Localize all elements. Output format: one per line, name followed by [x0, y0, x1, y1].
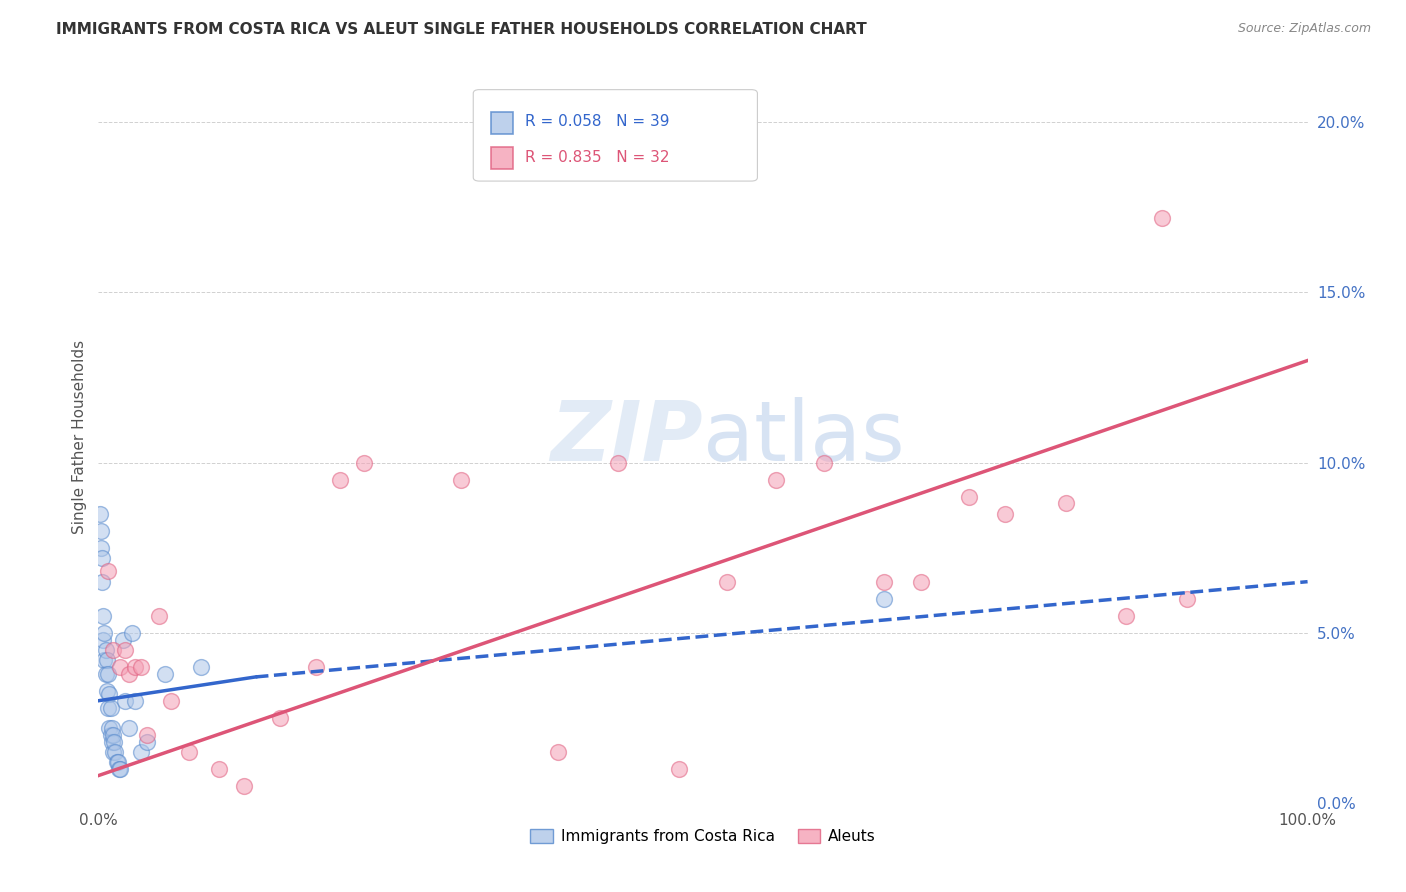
- Point: [668, 762, 690, 776]
- Point: [269, 711, 291, 725]
- Text: ZIP: ZIP: [550, 397, 703, 477]
- Point: [135, 728, 157, 742]
- Point: [179, 745, 201, 759]
- Point: [93, 625, 115, 640]
- Point: [100, 700, 122, 714]
- Point: [450, 473, 472, 487]
- Point: [89, 507, 111, 521]
- Text: R = 0.058   N = 39: R = 0.058 N = 39: [526, 113, 669, 128]
- Legend: Immigrants from Costa Rica, Aleuts: Immigrants from Costa Rica, Aleuts: [524, 822, 882, 850]
- Text: IMMIGRANTS FROM COSTA RICA VS ALEUT SINGLE FATHER HOUSEHOLDS CORRELATION CHART: IMMIGRANTS FROM COSTA RICA VS ALEUT SING…: [56, 22, 868, 37]
- FancyBboxPatch shape: [492, 146, 513, 169]
- Point: [98, 721, 121, 735]
- FancyBboxPatch shape: [492, 112, 513, 134]
- Point: [96, 683, 118, 698]
- Point: [153, 666, 176, 681]
- Point: [91, 608, 114, 623]
- Point: [1054, 496, 1077, 510]
- Point: [100, 721, 122, 735]
- Point: [118, 666, 141, 681]
- Point: [97, 666, 120, 681]
- Point: [97, 700, 120, 714]
- Point: [124, 659, 146, 673]
- Point: [547, 745, 569, 759]
- Point: [129, 745, 152, 759]
- Point: [90, 541, 112, 555]
- Point: [1115, 608, 1137, 623]
- Point: [1175, 591, 1198, 606]
- Point: [873, 591, 896, 606]
- Point: [105, 755, 128, 769]
- Text: R = 0.835   N = 32: R = 0.835 N = 32: [526, 150, 669, 165]
- Text: Source: ZipAtlas.com: Source: ZipAtlas.com: [1237, 22, 1371, 36]
- Point: [96, 653, 118, 667]
- Point: [305, 659, 328, 673]
- Point: [93, 653, 115, 667]
- Point: [607, 456, 630, 470]
- Text: atlas: atlas: [703, 397, 904, 477]
- Point: [101, 728, 124, 742]
- Point: [94, 642, 117, 657]
- Point: [716, 574, 738, 589]
- Point: [91, 574, 114, 589]
- Point: [94, 666, 117, 681]
- Point: [98, 687, 121, 701]
- Point: [104, 745, 127, 759]
- Point: [90, 524, 112, 538]
- Point: [108, 762, 131, 776]
- Point: [114, 642, 136, 657]
- Point: [765, 473, 787, 487]
- Point: [100, 734, 122, 748]
- Point: [353, 456, 375, 470]
- Point: [208, 762, 231, 776]
- Point: [873, 574, 896, 589]
- Y-axis label: Single Father Households: Single Father Households: [72, 340, 87, 534]
- Point: [232, 779, 254, 793]
- Point: [111, 632, 134, 647]
- Point: [190, 659, 212, 673]
- Point: [108, 762, 131, 776]
- Point: [121, 625, 143, 640]
- FancyBboxPatch shape: [474, 90, 758, 181]
- Point: [108, 659, 131, 673]
- Point: [994, 507, 1017, 521]
- Point: [114, 694, 136, 708]
- Point: [160, 694, 183, 708]
- Point: [1152, 211, 1174, 225]
- Point: [148, 608, 170, 623]
- Point: [101, 745, 124, 759]
- Point: [813, 456, 835, 470]
- Point: [97, 565, 120, 579]
- Point: [124, 694, 146, 708]
- Point: [910, 574, 932, 589]
- Point: [135, 734, 157, 748]
- Point: [329, 473, 352, 487]
- Point: [107, 755, 129, 769]
- Point: [957, 490, 980, 504]
- Point: [91, 632, 114, 647]
- Point: [103, 734, 125, 748]
- Point: [118, 721, 141, 735]
- Point: [101, 642, 124, 657]
- Point: [129, 659, 152, 673]
- Point: [100, 728, 122, 742]
- Point: [91, 550, 114, 565]
